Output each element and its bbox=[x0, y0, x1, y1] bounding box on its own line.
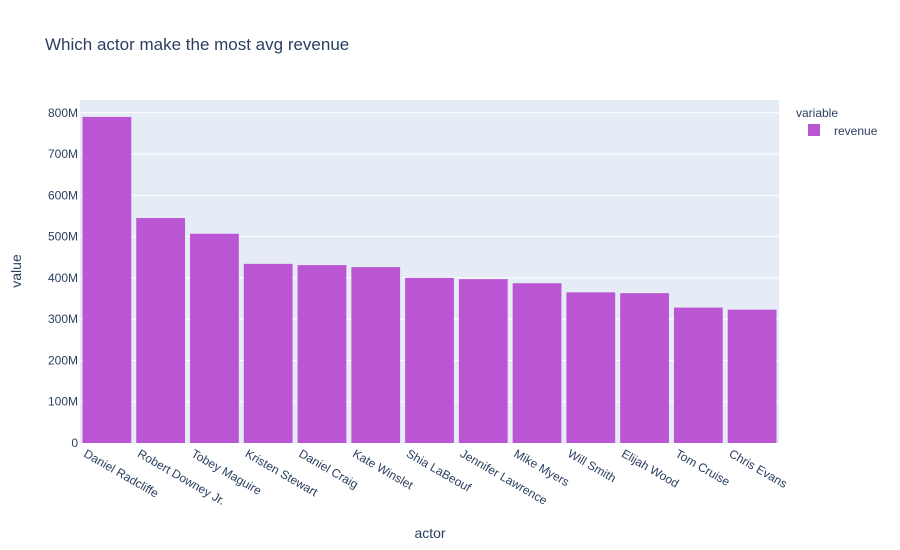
bar[interactable] bbox=[566, 292, 616, 443]
bar[interactable] bbox=[458, 279, 508, 443]
bar[interactable] bbox=[512, 283, 562, 443]
y-tick-label: 800M bbox=[48, 106, 78, 120]
bar[interactable] bbox=[351, 267, 401, 443]
chart-title: Which actor make the most avg revenue bbox=[45, 35, 349, 54]
bar[interactable] bbox=[82, 116, 132, 444]
x-tick-label: Chris Evans bbox=[727, 446, 790, 490]
bar[interactable] bbox=[673, 307, 723, 443]
legend-title: variable bbox=[796, 106, 838, 120]
bar[interactable] bbox=[620, 293, 669, 443]
x-tick-label: Elijah Wood bbox=[619, 446, 681, 490]
bar[interactable] bbox=[243, 263, 293, 443]
legend[interactable]: variable revenue bbox=[796, 106, 878, 138]
y-axis-ticks: 0 100M 200M 300M 400M 500M 600M 700M 800M bbox=[48, 106, 78, 450]
y-tick-label: 500M bbox=[48, 230, 78, 244]
bar[interactable] bbox=[727, 309, 777, 443]
y-tick-label: 200M bbox=[48, 353, 78, 367]
bar[interactable] bbox=[405, 277, 454, 443]
legend-label: revenue bbox=[834, 124, 878, 138]
legend-swatch bbox=[808, 124, 820, 136]
bar[interactable] bbox=[136, 218, 186, 443]
x-tick-label: Will Smith bbox=[565, 446, 618, 485]
x-axis-title: actor bbox=[414, 525, 445, 541]
y-tick-label: 300M bbox=[48, 312, 78, 326]
bars bbox=[82, 116, 777, 444]
y-axis-title: value bbox=[8, 254, 24, 288]
legend-item-revenue[interactable]: revenue bbox=[808, 124, 878, 138]
y-tick-label: 400M bbox=[48, 271, 78, 285]
bar[interactable] bbox=[190, 233, 239, 443]
bar[interactable] bbox=[297, 265, 347, 443]
y-tick-label: 600M bbox=[48, 188, 78, 202]
y-tick-label: 100M bbox=[48, 395, 78, 409]
y-tick-label: 0 bbox=[71, 436, 78, 450]
y-tick-label: 700M bbox=[48, 147, 78, 161]
x-tick-label: Tom Cruise bbox=[673, 446, 733, 489]
